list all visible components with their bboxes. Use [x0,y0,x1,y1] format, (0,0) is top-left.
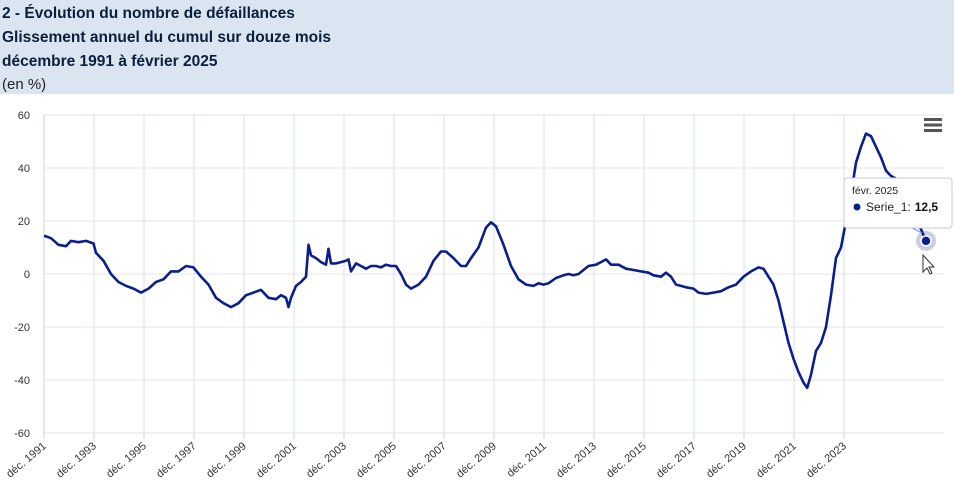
chart-title-line2: Glissement annuel du cumul sur douze moi… [2,29,332,46]
tooltip-series-name: Serie_1 [866,200,908,214]
x-axis-labels: déc. 1991 déc. 1993 déc. 1995 déc. 1997 déc.… [4,440,849,480]
tooltip-series-row: Serie_1: 12,5 [866,200,938,214]
data-tooltip: févr. 2025 Serie_1: 12,5 [843,177,953,234]
chart-header: 2 - Évolution du nombre de défaillances … [0,0,954,94]
chart-unit: (en %) [2,76,47,93]
x-tick-label: déc. 2003 [304,440,349,480]
tooltip-series-marker [853,203,861,211]
x-tick-label: déc. 2011 [505,440,549,480]
y-tick-label: -40 [14,375,30,387]
x-tick-label: déc. 2023 [804,440,849,480]
tooltip-connector [911,227,923,234]
tooltip-box [843,177,953,229]
y-tick-label: 0 [24,269,30,281]
x-tick-label: déc. 1995 [104,440,149,480]
tooltip-date: févr. 2025 [852,185,898,197]
chart-title-line1: 2 - Évolution du nombre de défaillances [2,5,295,22]
y-tick-label: 60 [18,110,30,122]
x-tick-label: déc. 1997 [154,440,199,480]
x-tick-label: déc. 1993 [54,440,99,480]
y-tick-label: -60 [14,428,30,440]
tooltip-separator: : [907,200,910,214]
series-line [43,132,928,390]
x-tick-label: déc. 2005 [354,440,399,480]
tooltip-value: 12,5 [915,200,939,214]
chart-grid [43,114,944,439]
cursor-icon [922,253,936,275]
x-tick-label: déc. 1999 [204,440,249,480]
x-tick-label: déc. 1991 [4,440,49,480]
hamburger-menu-icon[interactable] [920,114,946,136]
y-tick-label: -20 [14,322,30,334]
y-tick-label: 40 [18,163,30,175]
x-tick-label: déc. 2017 [654,440,699,480]
y-tick-label: 20 [18,216,30,228]
x-tick-label: déc. 2021 [754,440,799,480]
x-tick-label: déc. 2009 [454,440,499,480]
chart-title-line3: décembre 1991 à février 2025 [2,53,218,70]
x-tick-label: déc. 2019 [704,440,749,480]
x-tick-label: déc. 2001 [254,440,299,480]
x-tick-label: déc. 2013 [554,440,599,480]
highlight-point[interactable] [916,230,936,251]
highlight-marker[interactable] [920,235,932,247]
y-axis-labels: 60 40 20 0 -20 -40 -60 [14,110,30,440]
x-tick-label: déc. 2015 [604,440,649,480]
x-tick-label: déc. 2007 [404,440,449,480]
